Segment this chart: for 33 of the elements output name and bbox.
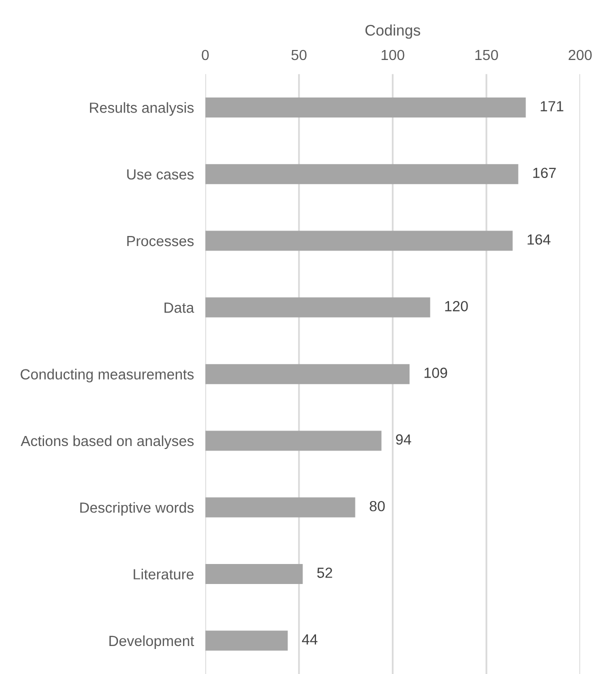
bar xyxy=(205,430,382,451)
bar xyxy=(205,164,518,184)
x-tick-label: 0 xyxy=(202,50,209,60)
x-tick-label: 100 xyxy=(382,50,404,60)
data-label: 80 xyxy=(370,500,385,512)
y-tick-label: Literature xyxy=(134,568,194,580)
bar xyxy=(205,364,410,384)
bar xyxy=(205,564,303,584)
data-label: 52 xyxy=(317,568,332,578)
y-tick-label: Actions based on analyses xyxy=(20,435,194,450)
bar xyxy=(205,497,356,518)
bar xyxy=(205,230,513,251)
data-label: 120 xyxy=(445,301,468,312)
bar xyxy=(205,297,430,318)
y-tick-label: Descriptive words xyxy=(80,502,194,516)
bar xyxy=(205,630,288,651)
data-label: 44 xyxy=(302,634,318,644)
bar xyxy=(205,97,526,118)
y-tick-label: Development xyxy=(109,635,194,649)
data-label: 167 xyxy=(533,168,556,178)
y-tick-label: Use cases xyxy=(127,169,194,180)
y-tick-label: Data xyxy=(164,302,194,313)
x-axis-title: Codings xyxy=(365,24,420,39)
y-tick-label: Conducting measurements xyxy=(20,368,194,382)
x-tick-label: 150 xyxy=(475,50,498,60)
data-label: 94 xyxy=(396,434,412,445)
data-label: 109 xyxy=(424,368,448,378)
x-tick-label: 200 xyxy=(568,50,592,60)
data-label: 164 xyxy=(528,234,550,245)
data-label: 171 xyxy=(540,101,564,112)
x-tick-label: 50 xyxy=(291,50,307,60)
y-tick-label: Results analysis xyxy=(90,102,194,116)
y-tick-label: Processes xyxy=(127,236,194,246)
